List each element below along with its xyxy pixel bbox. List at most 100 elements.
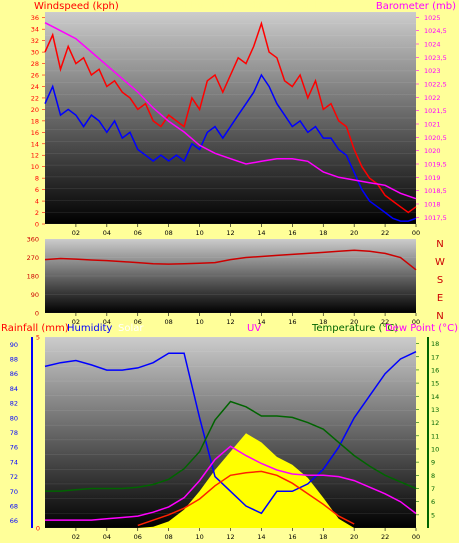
windspeed-ytick-label-24: 24 [31, 83, 39, 91]
temperature-ytick-label-12: 12 [431, 419, 439, 427]
winddir-xaxis-tick-label-12: 12 [226, 318, 234, 326]
barometer-ytick-label-1023,5: 1023,5 [424, 54, 447, 62]
wind-xaxis-tick-label-14: 14 [257, 229, 265, 237]
humidity-ytick-label-78: 78 [10, 429, 18, 437]
windspeed-ytick-label-8: 8 [35, 175, 39, 183]
humidity-ytick-label-66: 66 [10, 517, 18, 525]
compass-label-1: W [435, 257, 445, 268]
rainfall-ytick-label-5: 5 [36, 334, 40, 342]
windspeed-ytick-label-18: 18 [31, 117, 39, 125]
wind-xaxis-tick-label-08: 08 [165, 229, 173, 237]
winddir-ytick-label-270: 270 [27, 254, 39, 262]
winddir-ytick-label-0: 0 [35, 310, 39, 318]
winddir-ytick-label-180: 180 [27, 273, 39, 281]
uv-axis-label: UV [247, 323, 261, 334]
wind-xaxis-tick-label-10: 10 [195, 229, 203, 237]
temperature-ytick-label-17: 17 [431, 353, 439, 361]
barometer-ytick-label-1022: 1022 [424, 94, 441, 102]
temperature-ytick-label-14: 14 [431, 393, 439, 401]
bottom-xaxis-tick-label-02: 02 [72, 533, 80, 541]
windspeed-avg-line [44, 73, 417, 222]
humidity-ytick-label-90: 90 [10, 341, 18, 349]
winddir-xaxis-tick-label-06: 06 [134, 318, 142, 326]
temperature-ytick-label-5: 5 [431, 511, 435, 519]
winddir-xaxis-tick-label-00: 00 [412, 318, 420, 326]
windspeed-ytick-label-22: 22 [31, 94, 39, 102]
windspeed-ytick-label-32: 32 [31, 37, 39, 45]
wind-xaxis-tick-label-04: 04 [103, 229, 111, 237]
bottom-xaxis-tick-label-20: 20 [350, 533, 358, 541]
bottom-xaxis-tick-label-18: 18 [319, 533, 327, 541]
rainfall-ytick-label-0: 0 [36, 525, 40, 533]
barometer-ytick-label-1024,5: 1024,5 [424, 27, 447, 35]
humidity-ytick-label-82: 82 [10, 400, 18, 408]
chart-title: 24 hour graph data, 17 April 2025 [175, 0, 346, 11]
wind-xaxis-tick-label-02: 02 [72, 229, 80, 237]
bottom-xaxis-tick-label-10: 10 [195, 533, 203, 541]
temperature-ytick-label-18: 18 [431, 340, 439, 348]
rain-humidity-temp-panel: Rainfall (mm) Humidity Solar UV Temperat… [1, 323, 458, 541]
barometer-ytick-label-1019,5: 1019,5 [424, 161, 447, 169]
humidity-ytick-label-80: 80 [10, 414, 18, 422]
wind-xaxis-tick-label-06: 06 [134, 229, 142, 237]
rainfall-axis-label: Rainfall (mm) [1, 323, 69, 334]
windspeed-ytick-label-26: 26 [31, 72, 39, 80]
temperature-ytick-label-15: 15 [431, 380, 439, 388]
bottom-xaxis-tick-label-16: 16 [288, 533, 296, 541]
barometer-ytick-label-1024: 1024 [424, 41, 441, 49]
solar-axis-label: Solar [118, 323, 144, 334]
wind-xaxis-tick-label-12: 12 [226, 229, 234, 237]
windspeed-ytick-label-6: 6 [35, 186, 39, 194]
windspeed-ytick-label-28: 28 [31, 60, 39, 68]
dewpoint-axis-label: Dew Point (°C) [385, 323, 458, 334]
wind-xaxis-tick-label-00: 00 [412, 229, 420, 237]
wind-xaxis-tick-label-22: 22 [381, 229, 389, 237]
temperature-axis-label: Temperature (°C) [311, 323, 398, 334]
temperature-ytick-label-6: 6 [431, 498, 435, 506]
windspeed-ytick-label-2: 2 [35, 209, 39, 217]
barometer-ytick-label-1023: 1023 [424, 67, 441, 75]
barometer-ytick-label-1018,5: 1018,5 [424, 187, 447, 195]
humidity-ytick-label-74: 74 [10, 458, 18, 466]
windspeed-ytick-label-10: 10 [31, 163, 39, 171]
bottom-xaxis-tick-label-06: 06 [134, 533, 142, 541]
winddir-line [44, 249, 417, 271]
windspeed-ytick-label-16: 16 [31, 129, 39, 137]
barometer-ytick-label-1022,5: 1022,5 [424, 81, 447, 89]
wind-baro-plot-area [45, 12, 416, 224]
bottom-xaxis-tick-label-14: 14 [257, 533, 265, 541]
barometer-ytick-label-1019: 1019 [424, 174, 441, 182]
temperature-line [45, 400, 417, 492]
solar-line [137, 470, 355, 527]
temperature-ytick-label-8: 8 [431, 472, 435, 480]
humidity-ytick-label-86: 86 [10, 370, 18, 378]
wind-baro-panel: Windspeed (kph) 24 hour graph data, 17 A… [31, 0, 456, 237]
winddir-ytick-label-360: 360 [27, 236, 39, 244]
barometer-ytick-label-1021,5: 1021,5 [424, 107, 447, 115]
compass-label-4: N [436, 311, 443, 322]
dewpoint-line [45, 445, 417, 521]
barometer-ytick-label-1017,5: 1017,5 [424, 214, 447, 222]
windspeed-ytick-label-12: 12 [31, 152, 39, 160]
windspeed-ytick-label-36: 36 [31, 14, 39, 22]
compass-label-3: E [437, 293, 443, 304]
windspeed-ytick-label-0: 0 [35, 221, 39, 229]
temperature-ytick-label-11: 11 [431, 432, 439, 440]
temperature-ytick-label-16: 16 [431, 366, 439, 374]
temperature-ytick-label-13: 13 [431, 406, 439, 414]
windspeed-ytick-label-14: 14 [31, 140, 39, 148]
humidity-ytick-label-84: 84 [10, 385, 18, 393]
winddir-xaxis-tick-label-08: 08 [165, 318, 173, 326]
bottom-xaxis-tick-label-12: 12 [226, 533, 234, 541]
compass-label-0: N [436, 239, 443, 250]
compass-label-2: S [437, 275, 443, 286]
winddir-xaxis-tick-label-14: 14 [257, 318, 265, 326]
temperature-ytick-label-10: 10 [431, 445, 439, 453]
barometer-ytick-label-1025: 1025 [424, 14, 441, 22]
humidity-ytick-label-72: 72 [10, 473, 18, 481]
barometer-axis-label: Barometer (mb) [376, 1, 456, 12]
bottom-xaxis-tick-label-00: 00 [412, 533, 420, 541]
wind-xaxis-tick-label-18: 18 [319, 229, 327, 237]
temperature-ytick-label-7: 7 [431, 485, 435, 493]
